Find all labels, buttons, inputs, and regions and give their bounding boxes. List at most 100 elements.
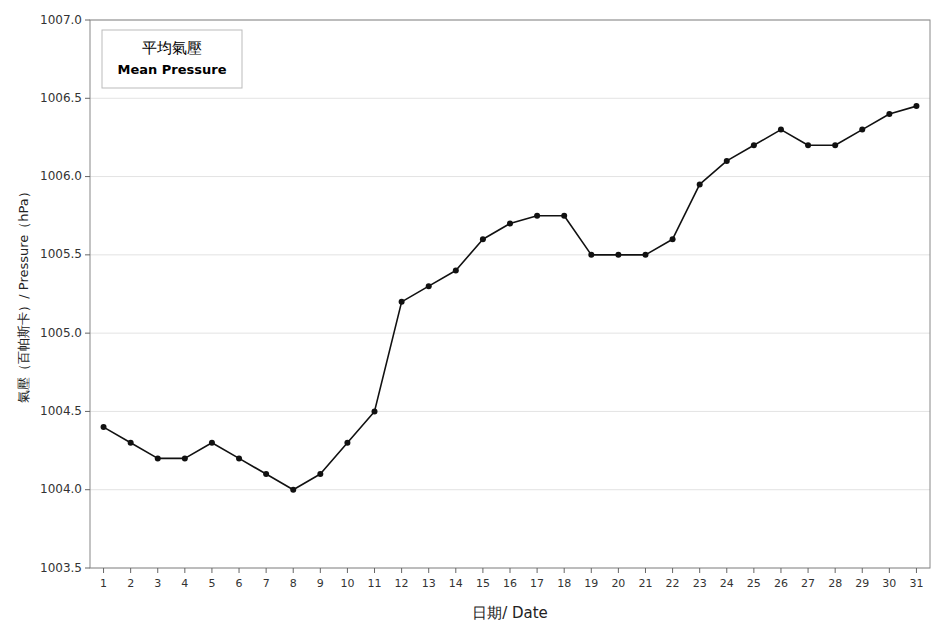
x-tick-label: 29 xyxy=(855,577,869,590)
x-tick-label: 27 xyxy=(801,577,815,590)
x-tick-label: 9 xyxy=(317,577,324,590)
x-tick xyxy=(157,568,158,573)
y-tick xyxy=(85,333,90,334)
x-tick xyxy=(889,568,890,573)
y-tick-label: 1005.5 xyxy=(40,247,82,261)
data-point xyxy=(805,142,811,148)
x-axis: 1234567891011121314151617181920212223242… xyxy=(100,568,923,590)
data-point xyxy=(399,299,405,305)
grid-line xyxy=(90,98,930,99)
data-point xyxy=(615,252,621,258)
x-tick-label: 22 xyxy=(666,577,680,590)
x-tick xyxy=(537,568,538,573)
data-point xyxy=(453,268,459,274)
data-point xyxy=(344,440,350,446)
x-tick xyxy=(618,568,619,573)
data-point xyxy=(886,111,892,117)
x-tick xyxy=(672,568,673,573)
x-tick-label: 8 xyxy=(290,577,297,590)
x-tick xyxy=(835,568,836,573)
x-tick-label: 18 xyxy=(557,577,571,590)
x-tick-label: 16 xyxy=(503,577,517,590)
y-tick-label: 1006.0 xyxy=(40,169,82,183)
y-tick-label: 1004.0 xyxy=(40,482,82,496)
x-tick-label: 15 xyxy=(476,577,490,590)
x-tick xyxy=(862,568,863,573)
legend-label: 平均氣壓 xyxy=(142,39,202,57)
x-tick xyxy=(591,568,592,573)
plot-frame xyxy=(90,20,930,568)
grid-line xyxy=(90,254,930,255)
y-tick-label: 1005.0 xyxy=(40,326,82,340)
data-point xyxy=(290,487,296,493)
y-tick xyxy=(85,489,90,490)
x-tick xyxy=(455,568,456,573)
data-point xyxy=(128,440,134,446)
x-tick xyxy=(211,568,212,573)
x-tick-label: 2 xyxy=(127,577,134,590)
x-axis-label: 日期/ Date xyxy=(472,604,548,622)
x-tick-label: 14 xyxy=(449,577,463,590)
x-tick xyxy=(293,568,294,573)
y-tick xyxy=(85,176,90,177)
y-tick xyxy=(85,20,90,21)
x-tick xyxy=(510,568,511,573)
x-tick-label: 26 xyxy=(774,577,788,590)
y-tick xyxy=(85,411,90,412)
data-point xyxy=(317,471,323,477)
x-tick xyxy=(808,568,809,573)
x-tick xyxy=(320,568,321,573)
data-point xyxy=(101,424,107,430)
data-point xyxy=(236,455,242,461)
y-tick-label: 1003.5 xyxy=(40,561,82,575)
series-group xyxy=(101,103,920,493)
y-tick-label: 1007.0 xyxy=(40,13,82,27)
x-tick-label: 20 xyxy=(611,577,625,590)
x-tick xyxy=(239,568,240,573)
x-tick xyxy=(645,568,646,573)
x-tick-label: 6 xyxy=(236,577,243,590)
y-axis: 1003.51004.01004.51005.01005.51006.01006… xyxy=(40,13,90,575)
x-tick-label: 24 xyxy=(720,577,734,590)
x-tick-label: 1 xyxy=(100,577,107,590)
x-tick-label: 4 xyxy=(181,577,188,590)
x-tick xyxy=(130,568,131,573)
plot-area xyxy=(90,20,930,568)
x-tick xyxy=(780,568,781,573)
x-tick-label: 3 xyxy=(154,577,161,590)
y-tick xyxy=(85,568,90,569)
x-tick-label: 10 xyxy=(340,577,354,590)
grid-line xyxy=(90,333,930,334)
x-tick-label: 30 xyxy=(882,577,896,590)
data-point xyxy=(859,127,865,133)
data-point xyxy=(697,181,703,187)
x-tick-label: 5 xyxy=(208,577,215,590)
x-tick xyxy=(401,568,402,573)
y-tick xyxy=(85,98,90,99)
legend-box xyxy=(102,30,242,88)
data-point xyxy=(209,440,215,446)
data-point xyxy=(642,252,648,258)
grid-line xyxy=(90,489,930,490)
data-point xyxy=(561,213,567,219)
data-point xyxy=(778,127,784,133)
x-tick xyxy=(726,568,727,573)
x-tick-label: 19 xyxy=(584,577,598,590)
y-tick-label: 1006.5 xyxy=(40,91,82,105)
x-tick-label: 25 xyxy=(747,577,761,590)
x-tick xyxy=(564,568,565,573)
x-tick-label: 21 xyxy=(638,577,652,590)
data-point xyxy=(588,252,594,258)
data-point xyxy=(372,408,378,414)
x-tick-label: 28 xyxy=(828,577,842,590)
x-tick-label: 11 xyxy=(368,577,382,590)
x-tick-label: 17 xyxy=(530,577,544,590)
data-point xyxy=(724,158,730,164)
data-point xyxy=(182,455,188,461)
data-point xyxy=(670,236,676,242)
data-point xyxy=(480,236,486,242)
data-point xyxy=(263,471,269,477)
data-point xyxy=(751,142,757,148)
grid-line xyxy=(90,176,930,177)
data-point xyxy=(913,103,919,109)
